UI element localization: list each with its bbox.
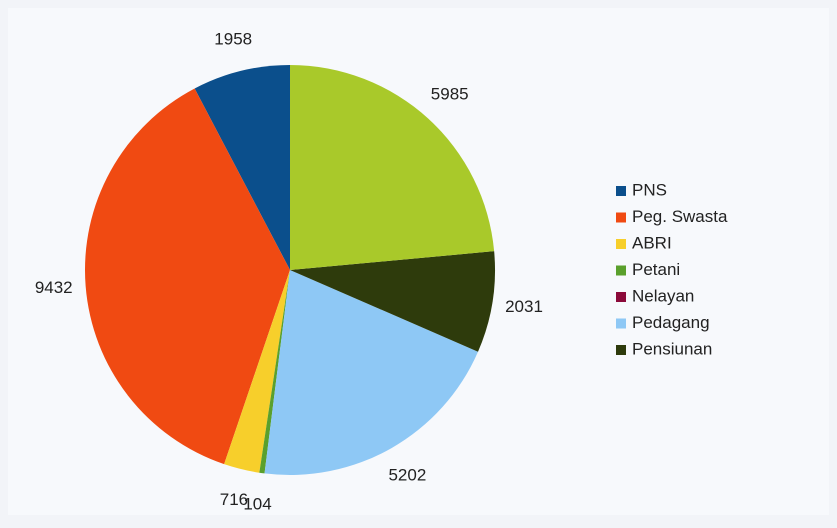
data-label: 2031: [505, 297, 543, 316]
legend-label: Pedagang: [632, 313, 710, 332]
legend-label: ABRI: [632, 233, 672, 252]
legend-label: Pensiunan: [632, 339, 712, 358]
legend-label: PNS: [632, 180, 667, 199]
data-label: 716: [220, 490, 248, 509]
legend: PNS Peg. Swasta ABRI Petani Nelayan Pedagang P…: [616, 180, 728, 358]
pie-slice: [290, 251, 496, 352]
pie-slice: [264, 270, 479, 475]
data-label: 1958: [214, 29, 252, 48]
pie-slice: [194, 65, 290, 270]
legend-swatch: [616, 212, 626, 223]
data-label: 5985: [431, 84, 469, 103]
pie-slice: [224, 270, 290, 473]
data-label: 104: [243, 494, 271, 513]
pie-slice: [259, 270, 290, 474]
pie-slice: [84, 88, 290, 465]
data-label: 5202: [388, 465, 426, 484]
legend-label: Peg. Swasta: [632, 207, 728, 226]
legend-label: Nelayan: [632, 286, 694, 305]
legend-swatch: [616, 345, 626, 355]
legend-label: Petani: [632, 260, 680, 279]
legend-swatch: [616, 265, 626, 276]
data-label: 9432: [35, 278, 73, 297]
legend-swatch: [616, 318, 626, 329]
legend-swatch: [616, 186, 626, 196]
legend-swatch: [616, 239, 626, 249]
legend-swatch: [616, 292, 626, 302]
pie-slice: [290, 65, 495, 270]
